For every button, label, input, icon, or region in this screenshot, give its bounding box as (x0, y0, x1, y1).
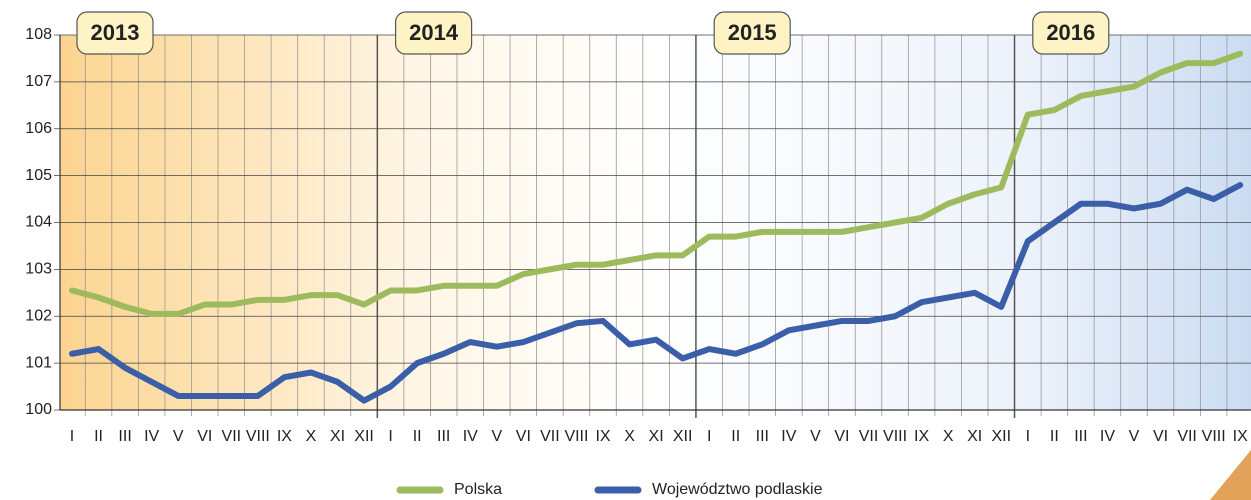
x-tick-label: VIII (246, 428, 270, 445)
x-tick-label: IV (781, 428, 796, 445)
year-badge (1032, 11, 1110, 55)
x-tick-label: III (756, 428, 769, 445)
y-tick-label: 105 (25, 167, 52, 184)
x-tick-label: II (731, 428, 740, 445)
year-label: 2014 (409, 20, 459, 45)
year-label: 2015 (728, 20, 777, 45)
x-tick-label: X (306, 428, 317, 445)
y-tick-label: 100 (25, 401, 52, 418)
x-tick-label: II (94, 428, 103, 445)
x-tick-label: X (624, 428, 635, 445)
x-tick-label: IV (463, 428, 478, 445)
x-tick-label: I (388, 428, 392, 445)
x-tick-label: XII (991, 428, 1011, 445)
x-tick-label: VI (516, 428, 531, 445)
x-tick-label: VI (834, 428, 849, 445)
x-tick-label: V (810, 428, 821, 445)
year-label: 2013 (91, 20, 140, 45)
x-tick-label: XI (967, 428, 982, 445)
y-tick-label: 106 (25, 120, 52, 137)
x-tick-label: I (1026, 428, 1030, 445)
x-tick-label: XII (673, 428, 693, 445)
x-tick-label: VI (1153, 428, 1168, 445)
x-tick-label: V (173, 428, 184, 445)
series-line (69, 182, 1244, 404)
year-badge (713, 11, 791, 55)
x-tick-label: IX (914, 428, 929, 445)
x-tick-label: IX (595, 428, 610, 445)
legend-label: Polska (454, 481, 502, 498)
legend-label: Województwo podlaskie (652, 481, 823, 498)
x-tick-label: I (707, 428, 711, 445)
y-tick-label: 104 (25, 214, 52, 231)
y-tick-label: 107 (25, 73, 52, 90)
x-tick-label: XI (649, 428, 664, 445)
y-tick-label: 101 (25, 354, 52, 371)
x-tick-label: II (1050, 428, 1059, 445)
x-tick-label: VII (540, 428, 560, 445)
corner-decoration (1210, 450, 1251, 500)
x-tick-label: XII (354, 428, 374, 445)
x-tick-label: VIII (1202, 428, 1226, 445)
x-tick-label: X (943, 428, 954, 445)
y-tick-label: 102 (25, 307, 52, 324)
series-line (69, 50, 1244, 317)
x-tick-label: IV (144, 428, 159, 445)
x-tick-label: VI (197, 428, 212, 445)
x-tick-label: III (1074, 428, 1087, 445)
x-tick-label: III (118, 428, 131, 445)
y-tick-label: 103 (25, 261, 52, 278)
year-badge (76, 11, 154, 55)
x-tick-label: I (70, 428, 74, 445)
x-tick-label: III (437, 428, 450, 445)
x-tick-label: V (1129, 428, 1140, 445)
year-label: 2016 (1046, 20, 1095, 45)
x-tick-label: IX (277, 428, 292, 445)
x-tick-label: XI (330, 428, 345, 445)
year-badge (395, 11, 473, 55)
x-tick-label: II (413, 428, 422, 445)
x-tick-label: VII (1177, 428, 1197, 445)
x-tick-label: VIII (564, 428, 588, 445)
x-tick-label: VIII (883, 428, 907, 445)
x-tick-label: VII (222, 428, 242, 445)
x-tick-label: V (491, 428, 502, 445)
y-tick-label: 108 (25, 26, 52, 43)
x-tick-label: IX (1233, 428, 1248, 445)
x-tick-label: VII (859, 428, 879, 445)
x-tick-label: IV (1100, 428, 1115, 445)
